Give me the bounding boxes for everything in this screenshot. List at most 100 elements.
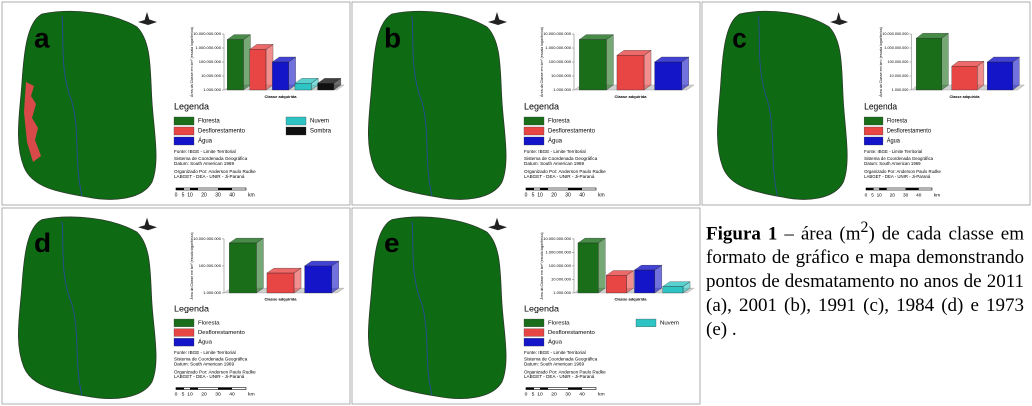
- bar: [318, 83, 334, 90]
- scale-label: 0: [175, 392, 178, 398]
- scale-label: 0: [525, 192, 528, 198]
- scale-bar-segment: [540, 188, 548, 190]
- bar-side: [682, 57, 689, 90]
- legend-label: Floresta: [887, 118, 908, 124]
- scale-bar-segment: [568, 188, 582, 190]
- legend-swatch: [286, 127, 306, 135]
- scale-label: 0: [525, 392, 528, 398]
- scale-bar-segment: [879, 188, 887, 190]
- scale-bar-segment: [866, 188, 874, 190]
- legend-swatch: [524, 117, 544, 125]
- y-tick-label: 10.000.000.000: [882, 31, 908, 36]
- bar: [295, 83, 311, 90]
- scale-bar-segment: [176, 188, 184, 190]
- scale-bar: [176, 388, 246, 390]
- legend-swatch: [864, 127, 883, 135]
- legend-label: Sombra: [310, 129, 332, 135]
- scale-bar-segment: [568, 388, 582, 390]
- panel: e1.000.00010.000.000100.000.0001.000.000…: [352, 208, 700, 404]
- scale-label: km: [934, 192, 940, 198]
- legend-label: Floresta: [198, 321, 220, 327]
- scale-label: 40: [229, 192, 235, 198]
- legend-label: Desflorestamento: [198, 129, 246, 135]
- legend-swatch: [286, 117, 306, 125]
- y-tick-label: 1.000.000.000: [195, 45, 221, 50]
- y-axis-label: Área da Classe em km² (escala logarítmic…: [190, 27, 194, 97]
- bar-side: [655, 265, 662, 293]
- panel-label: c: [732, 22, 747, 54]
- legend-swatch: [524, 338, 544, 346]
- legend-swatch: [864, 117, 883, 125]
- legend-label: Água: [887, 137, 901, 144]
- y-tick-label: 10.000.000: [551, 277, 572, 282]
- bar: [916, 38, 942, 90]
- bar: [634, 270, 654, 293]
- scale-bar-segment: [540, 388, 548, 390]
- scale-label: 20: [201, 192, 207, 198]
- scale-bar: [866, 188, 932, 190]
- scale-label: 40: [579, 192, 585, 198]
- legend-label: Floresta: [198, 119, 220, 125]
- scale-label: 10: [187, 192, 193, 198]
- legend-swatch: [524, 319, 544, 327]
- scale-bar: [526, 188, 596, 190]
- panel-label: a: [34, 22, 50, 53]
- scale-label: 10: [877, 192, 883, 198]
- y-tick-label: 10.000.000.000: [543, 236, 572, 241]
- x-axis-label: Classe adquirida: [264, 94, 297, 99]
- scale-label: 10: [537, 392, 543, 398]
- bar-side: [606, 35, 613, 90]
- scale-bar-segment: [218, 188, 232, 190]
- y-tick-label: 1.000.000: [203, 290, 222, 295]
- scale-bar-segment: [190, 188, 198, 190]
- caption: Figura 1 – área (m2) de cada classe em f…: [706, 216, 1024, 342]
- scale-bar-segment: [190, 388, 198, 390]
- source-text: LABGET - DEA - UNIR - Ji-Paraná: [174, 174, 245, 179]
- bar: [606, 275, 626, 293]
- scale-label: km: [598, 192, 605, 198]
- bar-side: [598, 238, 605, 293]
- scale-label: 30: [215, 392, 221, 398]
- panel-label: b: [384, 22, 401, 53]
- legend-label: Água: [548, 138, 563, 145]
- legend-label: Floresta: [548, 321, 570, 327]
- source-text: Datum: South American 1969: [174, 362, 235, 367]
- scale-label: 30: [215, 192, 221, 198]
- legend-label: Desflorestamento: [548, 330, 596, 336]
- scale-bar-segment: [526, 388, 534, 390]
- bar-side: [977, 61, 984, 90]
- bar-side: [1013, 57, 1020, 90]
- scale-label: 40: [916, 192, 922, 198]
- scale-label: 10: [537, 192, 543, 198]
- legend-swatch: [636, 319, 656, 327]
- scale-label: km: [598, 392, 605, 398]
- scale-label: 30: [903, 192, 909, 198]
- panel-label: d: [34, 227, 51, 257]
- y-axis-label: Área da Classe em km² (escala logarítmic…: [879, 27, 883, 97]
- source-text: Datum: South American 1969: [864, 161, 921, 166]
- y-tick-label: 100.000.000: [549, 59, 572, 64]
- scale-label: 40: [579, 392, 585, 398]
- y-axis-label: Área da Classe em km² (escala logarítmic…: [190, 232, 194, 299]
- panel: c1.000.00010.000.000100.000.0001.000.000…: [702, 2, 1030, 205]
- scale-bar-segment: [218, 388, 232, 390]
- y-tick-label: 1.000.000.000: [884, 45, 908, 50]
- bar-side: [644, 50, 651, 90]
- legend-label: Floresta: [548, 119, 570, 125]
- panel: b1.000.00010.000.000100.000.0001.000.000…: [352, 2, 700, 205]
- y-axis-label: Área da Classe em km² (escala logarítmic…: [540, 27, 544, 97]
- x-axis-label: Classe adquirida: [949, 94, 980, 99]
- legend-swatch: [174, 338, 194, 346]
- panel: d1.000.000100.000.00010.000.000.000Área …: [2, 208, 350, 404]
- legend-title: Legenda: [524, 304, 559, 314]
- y-tick-label: 100.000.000: [549, 263, 572, 268]
- scale-label: 0: [865, 192, 868, 198]
- bar: [267, 273, 294, 293]
- scale-bar-segment: [906, 188, 919, 190]
- source-text: Fonte: IBGE - Limite Territorial: [174, 149, 236, 154]
- panels: a 1.000.000 10.000.000 100.000.000 1.000.000…: [0, 0, 1032, 406]
- legend-swatch: [174, 319, 194, 327]
- scale-label: 20: [551, 392, 557, 398]
- scale-label: 20: [201, 392, 207, 398]
- scale-bar: [176, 188, 246, 190]
